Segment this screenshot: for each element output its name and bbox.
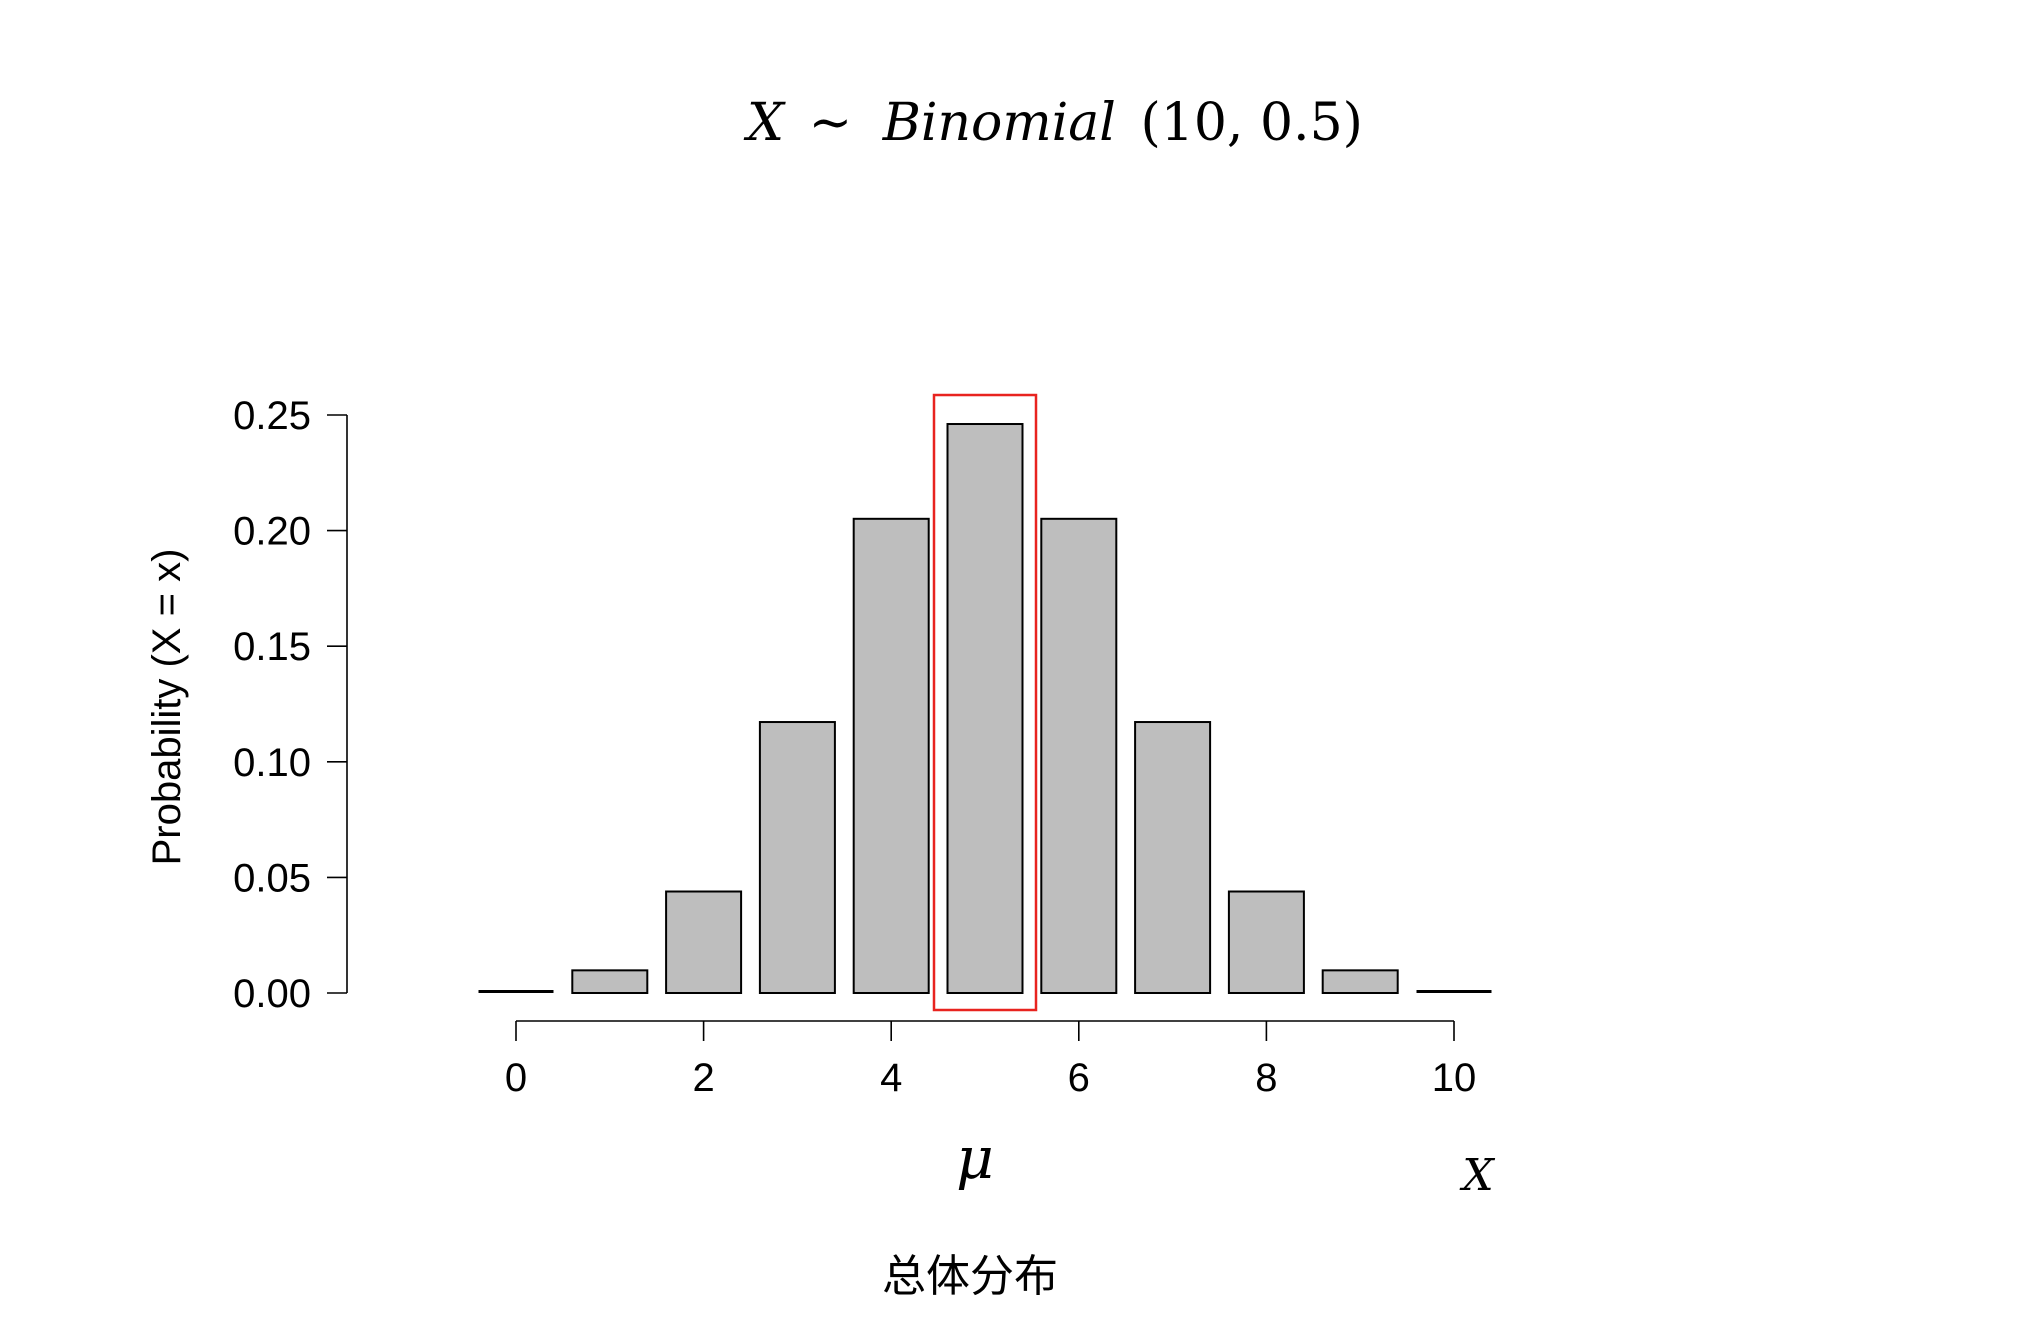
bar	[1040, 517, 1118, 994]
title-distribution: Binomial	[882, 93, 1116, 153]
chart-title: X ~ Binomial (10, 0.5)	[743, 93, 1363, 153]
x-tick-label: 4	[880, 1056, 902, 1100]
bar	[478, 990, 554, 993]
bar	[571, 969, 649, 995]
bar	[1321, 969, 1399, 995]
bar	[946, 423, 1024, 995]
bar	[665, 890, 743, 994]
bar	[852, 517, 930, 994]
y-tick-label: 0.00	[233, 972, 311, 1016]
bar	[1134, 721, 1212, 995]
axes: 0.00 0.05 0.10 0.15 0.20 0.25 0 2 4 6 8 10	[233, 394, 1476, 1100]
mean-label: μ	[956, 1124, 994, 1192]
x-tick-label: 6	[1068, 1056, 1090, 1100]
y-axis-label: Probability (X = x)	[145, 549, 189, 866]
bar	[1227, 890, 1305, 994]
x-axis-variable-label: X	[1459, 1150, 1495, 1201]
y-tick-label: 0.25	[233, 394, 311, 438]
x-tick-label: 0	[505, 1056, 527, 1100]
bar	[758, 721, 836, 995]
overlay	[932, 393, 1038, 1012]
y-tick-label: 0.15	[233, 625, 311, 669]
x-tick-label: 8	[1255, 1056, 1277, 1100]
y-tick-label: 0.05	[233, 856, 311, 900]
title-variable: X	[743, 93, 786, 153]
bars	[478, 423, 1492, 995]
title-params: (10, 0.5)	[1140, 93, 1363, 153]
chart-caption: 总体分布	[882, 1251, 1058, 1302]
y-tick-label: 0.20	[233, 510, 311, 554]
bar	[1416, 990, 1492, 993]
y-tick-label: 0.10	[233, 741, 311, 785]
highlight-box	[932, 393, 1038, 1012]
title-operator: ~	[809, 93, 853, 153]
x-tick-label: 2	[692, 1056, 714, 1100]
x-tick-label: 10	[1432, 1056, 1477, 1100]
